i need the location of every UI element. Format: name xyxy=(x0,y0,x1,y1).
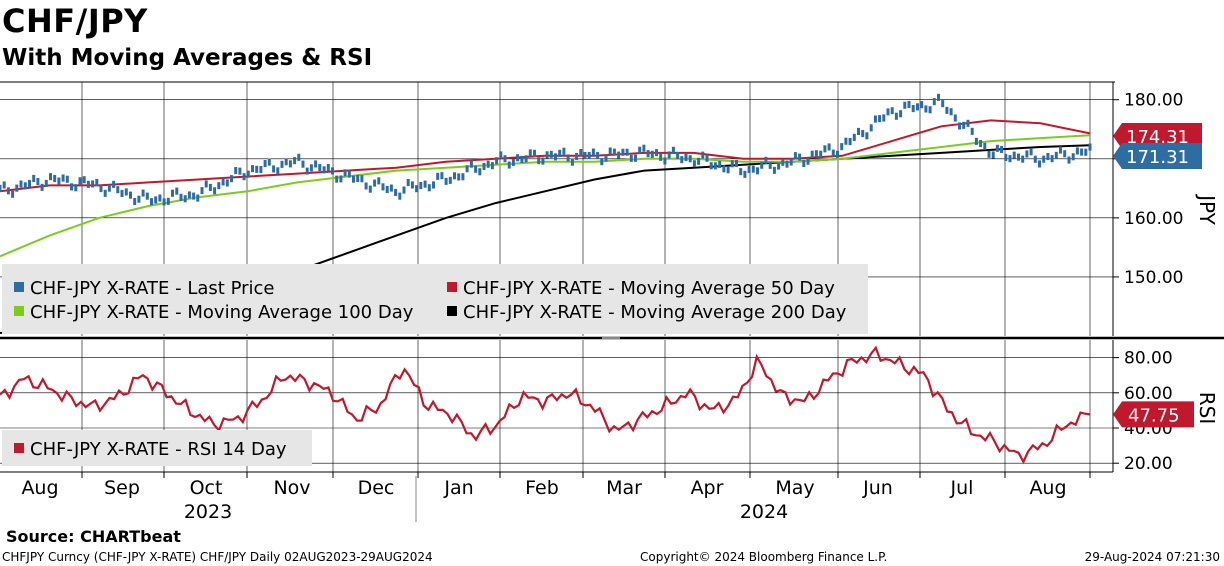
x-month-label-4: Dec xyxy=(358,477,395,499)
footer-timestamp: 29-Aug-2024 07:21:30 xyxy=(1084,550,1220,564)
legend-label-ma100: CHF-JPY X-RATE - Moving Average 100 Day xyxy=(30,302,414,323)
rsi-axis-title: RSI xyxy=(1195,392,1219,425)
x-year-label-0: 2023 xyxy=(184,501,232,523)
footer-ticker-info: CHFJPY Curncy (CHF-JPY X-RATE) CHF/JPY D… xyxy=(2,550,433,564)
source-note: Source: CHARTbeat xyxy=(6,527,181,546)
x-month-label-5: Jan xyxy=(443,477,473,499)
legend-swatch-ma50 xyxy=(447,282,457,292)
chart-title: CHF/JPY xyxy=(2,2,148,40)
x-axis: Aug Sep Oct Nov Dec Jan Feb Mar Apr May Jun Jul Aug 2… xyxy=(21,472,1091,523)
x-month-label-8: Apr xyxy=(691,477,724,499)
tag-ma50-label: 174.31 xyxy=(1126,127,1189,148)
tag-price: 171.31 xyxy=(1113,143,1202,169)
rsi-ytick-label-3: 80.00 xyxy=(1124,349,1173,369)
footer-copyright: Copyright© 2024 Bloomberg Finance L.P. xyxy=(640,550,888,564)
x-month-label-9: May xyxy=(775,477,814,499)
x-month-label-11: Jul xyxy=(950,477,974,499)
price-axis-title: JPY xyxy=(1195,193,1219,226)
legend-swatch-ma200 xyxy=(447,306,457,316)
x-month-label-2: Oct xyxy=(190,477,223,499)
legend-swatch-rsi xyxy=(14,443,24,453)
rsi-legend-box xyxy=(2,430,312,466)
tag-rsi: 47.75 xyxy=(1113,401,1194,428)
tag-price-label: 171.31 xyxy=(1126,147,1189,168)
rsi-ytick-label-2: 60.00 xyxy=(1124,384,1173,404)
x-month-label-0: Aug xyxy=(21,477,58,499)
tag-ma50: 174.31 xyxy=(1113,123,1202,149)
legend-label-ma200: CHF-JPY X-RATE - Moving Average 200 Day xyxy=(463,302,847,323)
legend-label-price: CHF-JPY X-RATE - Last Price xyxy=(30,278,275,299)
tag-ma50-shape xyxy=(1113,123,1202,149)
x-month-label-10: Jun xyxy=(862,477,893,499)
legend-label-ma50: CHF-JPY X-RATE - Moving Average 50 Day xyxy=(463,278,835,299)
legend-swatch-price xyxy=(14,282,24,292)
rsi-ytick-label-0: 20.00 xyxy=(1124,454,1173,474)
rsi-series-group xyxy=(0,345,1091,465)
x-month-label-7: Mar xyxy=(606,477,642,499)
price-ytick-label-0: 150.00 xyxy=(1124,268,1183,288)
ma50-line xyxy=(0,119,1091,193)
rsi-line xyxy=(0,345,1091,465)
x-month-label-1: Sep xyxy=(104,477,140,499)
x-month-label-6: Feb xyxy=(525,477,559,499)
legend-label-rsi: CHF-JPY X-RATE - RSI 14 Day xyxy=(30,439,287,460)
x-month-label-3: Nov xyxy=(273,477,310,499)
price-ytick-label-2: 180.00 xyxy=(1124,91,1183,111)
legend-swatch-ma100 xyxy=(14,306,24,316)
x-year-label-1: 2024 xyxy=(740,501,788,523)
tag-rsi-shape xyxy=(1113,401,1194,428)
x-month-label-12: Aug xyxy=(1029,477,1066,499)
chart-subtitle: With Moving Averages & RSI xyxy=(2,45,373,71)
price-legend-box xyxy=(2,264,868,334)
price-series-group xyxy=(0,93,1092,334)
price-ytick-label-1: 160.00 xyxy=(1124,209,1183,229)
tag-rsi-label: 47.75 xyxy=(1128,405,1180,426)
tag-price-shape xyxy=(1113,143,1202,169)
